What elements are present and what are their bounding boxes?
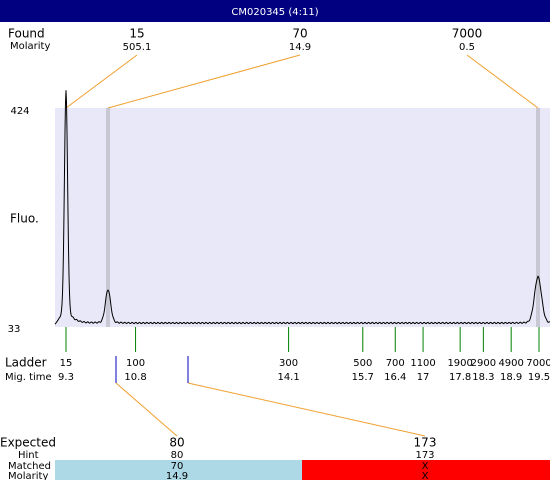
trace <box>54 90 550 325</box>
title: CM020345 (4:11) <box>231 7 318 18</box>
ladder-size: 300 <box>279 358 298 369</box>
expected-label: Expected <box>0 436 56 450</box>
found-molarity: 505.1 <box>123 42 152 53</box>
ladder-size: 7000 <box>526 358 550 369</box>
found-molarity: 14.9 <box>289 42 311 53</box>
mig-time: 19.5 <box>528 372 550 383</box>
molarity-label: Molarity <box>8 471 48 480</box>
leader-line <box>466 54 539 109</box>
fluo-max: 424 <box>10 106 29 117</box>
matched: 70 <box>171 461 184 472</box>
mig-time: 10.8 <box>124 372 146 383</box>
mig-time: 17 <box>417 372 430 383</box>
ladder-size: 4900 <box>498 358 523 369</box>
leaders <box>65 54 539 437</box>
matched: X <box>422 461 429 472</box>
ladder-size: 100 <box>126 358 145 369</box>
molarity: 14.9 <box>166 471 188 480</box>
mig-time: 15.7 <box>352 372 374 383</box>
mig-time: 18.9 <box>500 372 522 383</box>
ladder-size: 700 <box>386 358 405 369</box>
molarity-label: Molarity <box>10 41 50 52</box>
ladder-size: 500 <box>353 358 372 369</box>
found-label: Found <box>8 27 45 41</box>
ladder-size: 1100 <box>410 358 435 369</box>
leader-line <box>107 54 301 109</box>
peak-band <box>106 108 110 327</box>
mig-time: 14.1 <box>277 372 299 383</box>
mig-time-label: Mig. time <box>5 372 52 383</box>
hint-label: Hint <box>18 450 39 461</box>
mig-time: 18.3 <box>472 372 494 383</box>
matched-label: Matched <box>8 461 51 472</box>
mig-time: 17.8 <box>449 372 471 383</box>
expected-size: 80 <box>169 436 184 450</box>
found-molarity: 0.5 <box>459 42 475 53</box>
unmatched-cell <box>302 460 550 480</box>
mig-time: 16.4 <box>384 372 406 383</box>
peak-band <box>536 108 540 327</box>
ladder-size: 15 <box>60 358 73 369</box>
title-bar <box>0 0 550 22</box>
hint: 80 <box>171 450 184 461</box>
ladder-label: Ladder <box>5 356 47 370</box>
hint: 173 <box>415 450 434 461</box>
leader-line <box>187 382 426 437</box>
found-size: 7000 <box>452 27 483 41</box>
ladder-size: 1900 <box>447 358 472 369</box>
expected-size: 173 <box>414 436 437 450</box>
mig-time: 9.3 <box>58 372 74 383</box>
found-size: 70 <box>292 27 307 41</box>
molarity: X <box>422 471 429 480</box>
plot-area <box>55 108 550 327</box>
found-size: 15 <box>129 27 144 41</box>
leader-line <box>65 54 138 109</box>
leader-line <box>115 382 178 437</box>
matched-cell <box>55 460 302 480</box>
fluo-label: Fluo. <box>10 212 39 226</box>
fluo-min: 33 <box>8 324 21 335</box>
ladder-size: 2900 <box>471 358 496 369</box>
